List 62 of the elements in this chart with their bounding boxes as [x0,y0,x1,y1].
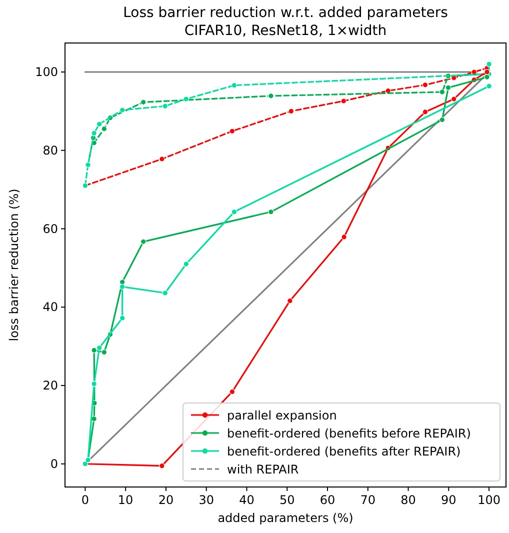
x-tick-label: 0 [81,493,90,507]
y-tick-label: 60 [42,222,58,236]
point [422,82,428,88]
point [229,128,236,134]
point [101,126,108,132]
point [91,381,97,387]
point [119,315,126,321]
point [96,344,102,351]
x-axis-title: added parameters (%) [218,511,354,525]
legend-label: benefit-ordered (benefits after REPAIR) [227,444,461,458]
point [101,349,108,356]
chart-subtitle: CIFAR10, ResNet18, 1×width [184,23,387,39]
point [140,238,146,245]
x-tick-label: 40 [239,493,254,507]
point [183,96,190,102]
point [91,347,97,354]
legend-label: benefit-ordered (benefits before REPAIR) [227,426,471,440]
y-tick-label: 40 [42,300,58,314]
point [268,93,274,99]
x-tick-label: 50 [279,493,295,507]
point [340,98,347,104]
legend-label: parallel expansion [227,408,337,422]
point [119,279,126,285]
legend-label: with REPAIR [227,462,299,476]
y-tick-label: 20 [42,378,58,393]
point [445,84,452,91]
y-axis-title: loss barrier reduction (%) [7,188,21,342]
point [96,121,102,128]
point [159,462,165,469]
point [422,109,428,115]
point [484,74,490,80]
point [439,116,446,123]
point [486,83,492,90]
x-tick-label: 70 [360,493,376,507]
x-tick-label: 100 [478,493,500,507]
x-tick-label: 30 [198,493,214,507]
point [159,156,165,162]
point [287,298,293,304]
x-tick-label: 60 [320,493,336,507]
point [140,99,146,106]
point [91,130,97,136]
point [341,234,347,240]
point [119,284,126,290]
point [119,107,126,113]
point [162,290,168,296]
point [183,261,190,267]
point [439,89,446,95]
point [229,388,236,395]
x-tick-label: 80 [400,493,416,507]
point [288,108,294,114]
point [162,103,168,109]
point [231,209,238,215]
x-tick-label: 20 [158,493,174,507]
point [451,96,457,102]
x-tick-label: 10 [118,493,134,507]
y-tick-label: 100 [35,65,58,79]
x-tick-label: 90 [441,493,456,507]
point [486,61,492,68]
point [268,209,274,215]
y-tick-label: 0 [50,456,58,471]
chart-title: Loss barrier reduction w.r.t. added parameters [123,5,448,21]
y-tick-label: 80 [42,143,58,158]
